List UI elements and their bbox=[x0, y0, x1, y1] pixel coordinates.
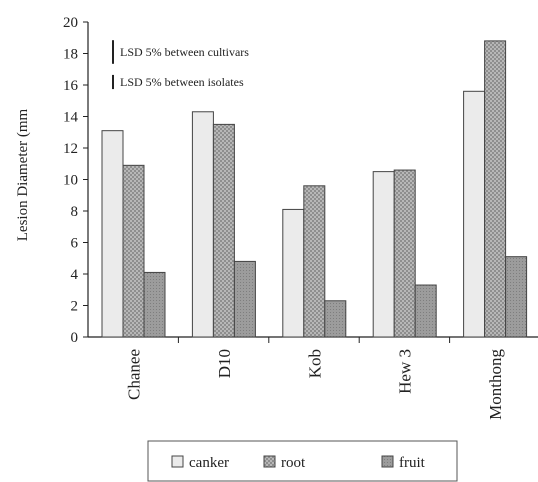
lsd-label: LSD 5% between isolates bbox=[120, 75, 244, 89]
legend-swatch-canker bbox=[171, 455, 184, 468]
y-tick-label: 18 bbox=[63, 47, 78, 63]
y-tick-label: 2 bbox=[71, 299, 79, 315]
legend-label-root: root bbox=[281, 455, 306, 471]
bar-fruit-d10 bbox=[233, 260, 256, 338]
tick-labels: 0 2 4 6 8 10 12 14 16 18 20 Chanee D10 Kob Hew 3 Montho… bbox=[63, 15, 505, 420]
bar-canker-kob bbox=[282, 208, 305, 338]
y-tick-label: 6 bbox=[71, 236, 79, 252]
bar-canker-d10 bbox=[191, 111, 214, 338]
bar-fruit-kob bbox=[324, 300, 347, 338]
legend-swatch-root bbox=[263, 455, 276, 468]
y-tick-label: 10 bbox=[63, 173, 78, 189]
y-tick-label: 16 bbox=[63, 78, 79, 94]
bars bbox=[101, 40, 528, 338]
bar-fruit-monthong bbox=[505, 256, 528, 338]
y-tick-label: 0 bbox=[71, 330, 79, 346]
bar-root-d10 bbox=[212, 123, 235, 338]
lsd-annotations: LSD 5% between cultivars LSD 5% between i… bbox=[112, 40, 249, 90]
bar-root-monthong bbox=[484, 40, 507, 338]
y-tick-label: 8 bbox=[71, 204, 79, 220]
y-tick-label: 12 bbox=[63, 141, 78, 157]
y-tick-label: 4 bbox=[71, 267, 79, 283]
bar-fruit-chanee bbox=[143, 271, 166, 338]
bar-canker-chanee bbox=[101, 130, 124, 338]
x-tick-label: D10 bbox=[215, 349, 234, 378]
y-axis-label: Lesion Diameter (mm bbox=[15, 108, 31, 241]
bar-root-chanee bbox=[122, 164, 145, 338]
legend-label-fruit: fruit bbox=[399, 455, 426, 471]
x-tick-label: Chanee bbox=[125, 349, 144, 400]
y-tick-label: 20 bbox=[63, 15, 78, 31]
x-tick-label: Hew 3 bbox=[396, 349, 415, 394]
bar-root-hew-3 bbox=[393, 169, 416, 338]
lsd-label: LSD 5% between cultivars bbox=[120, 45, 249, 59]
bar-fruit-hew-3 bbox=[414, 284, 437, 338]
x-tick-label: Monthong bbox=[486, 349, 505, 420]
legend: canker root fruit bbox=[147, 440, 458, 482]
bar-canker-monthong bbox=[463, 90, 486, 338]
bar-root-kob bbox=[303, 185, 326, 338]
legend-label-canker: canker bbox=[189, 455, 229, 471]
legend-box bbox=[147, 440, 458, 482]
bar-canker-hew-3 bbox=[372, 171, 395, 338]
legend-swatch-fruit bbox=[381, 455, 394, 468]
y-tick-label: 14 bbox=[63, 110, 79, 126]
x-tick-label: Kob bbox=[305, 349, 324, 378]
